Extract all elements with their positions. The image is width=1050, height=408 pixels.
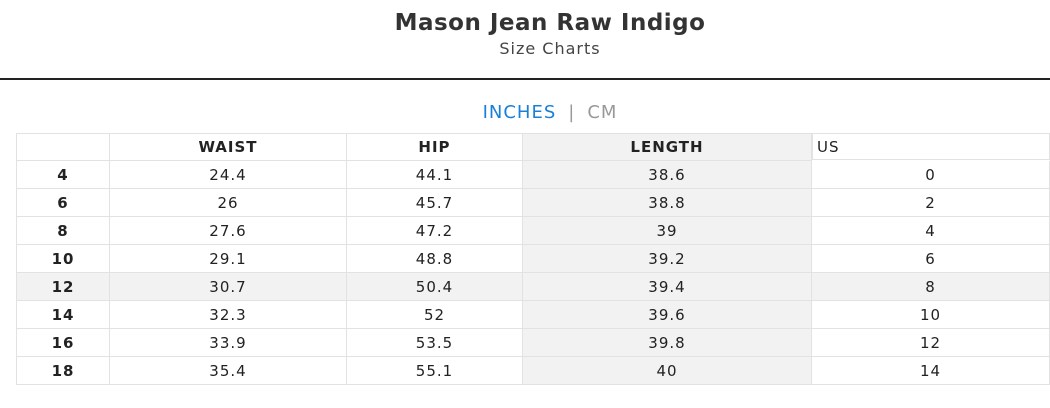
row-header: 12 bbox=[16, 273, 110, 301]
table-cell: 50.4 bbox=[347, 273, 523, 301]
table-cell: 39.2 bbox=[523, 245, 812, 273]
table-cell: 14 bbox=[812, 357, 1050, 385]
table-cell: 4 bbox=[812, 217, 1050, 245]
title: Mason Jean Raw Indigo bbox=[394, 10, 706, 36]
table-cell: 47.2 bbox=[347, 217, 523, 245]
table-cell: 44.1 bbox=[347, 161, 523, 189]
subtitle: Size Charts bbox=[499, 39, 601, 58]
row-header: 4 bbox=[16, 161, 110, 189]
table-cell: 38.8 bbox=[523, 189, 812, 217]
tab-separator: | bbox=[568, 102, 576, 123]
column-header: LENGTH bbox=[523, 133, 812, 161]
table-cell: 48.8 bbox=[347, 245, 523, 273]
row-header: 16 bbox=[16, 329, 110, 357]
table-cell: 29.1 bbox=[110, 245, 347, 273]
row-header: 8 bbox=[16, 217, 110, 245]
table-cell: 8 bbox=[812, 273, 1050, 301]
tab-cm[interactable]: CM bbox=[587, 102, 618, 123]
table-cell: 52 bbox=[347, 301, 523, 329]
table-cell: 35.4 bbox=[110, 357, 347, 385]
column-header: US bbox=[812, 133, 1050, 160]
unit-tabs: INCHES | CM bbox=[0, 102, 1050, 123]
row-header: 14 bbox=[16, 301, 110, 329]
table-cell: 40 bbox=[523, 357, 812, 385]
table-cell: 32.3 bbox=[110, 301, 347, 329]
row-header: 18 bbox=[16, 357, 110, 385]
table-cell: 33.9 bbox=[110, 329, 347, 357]
column-header: WAIST bbox=[110, 133, 347, 161]
table-cell: 39.8 bbox=[523, 329, 812, 357]
table-cell: 55.1 bbox=[347, 357, 523, 385]
table-cell: 45.7 bbox=[347, 189, 523, 217]
table-cell: 39.4 bbox=[523, 273, 812, 301]
table-cell: 27.6 bbox=[110, 217, 347, 245]
tab-inches[interactable]: INCHES bbox=[482, 102, 557, 123]
table-cell: 10 bbox=[812, 301, 1050, 329]
table-cell: 38.6 bbox=[523, 161, 812, 189]
table-cell: 0 bbox=[812, 161, 1050, 189]
table-cell: 24.4 bbox=[110, 161, 347, 189]
table-cell: 2 bbox=[812, 189, 1050, 217]
table-cell: 6 bbox=[812, 245, 1050, 273]
table-cell: 53.5 bbox=[347, 329, 523, 357]
table-cell: 26 bbox=[110, 189, 347, 217]
header-cell bbox=[16, 133, 110, 161]
table-cell: 39 bbox=[523, 217, 812, 245]
table-cell: 30.7 bbox=[110, 273, 347, 301]
table-cell: 12 bbox=[812, 329, 1050, 357]
row-header: 10 bbox=[16, 245, 110, 273]
divider bbox=[0, 78, 1050, 80]
column-header: HIP bbox=[347, 133, 523, 161]
row-header: 6 bbox=[16, 189, 110, 217]
table-cell: 39.6 bbox=[523, 301, 812, 329]
